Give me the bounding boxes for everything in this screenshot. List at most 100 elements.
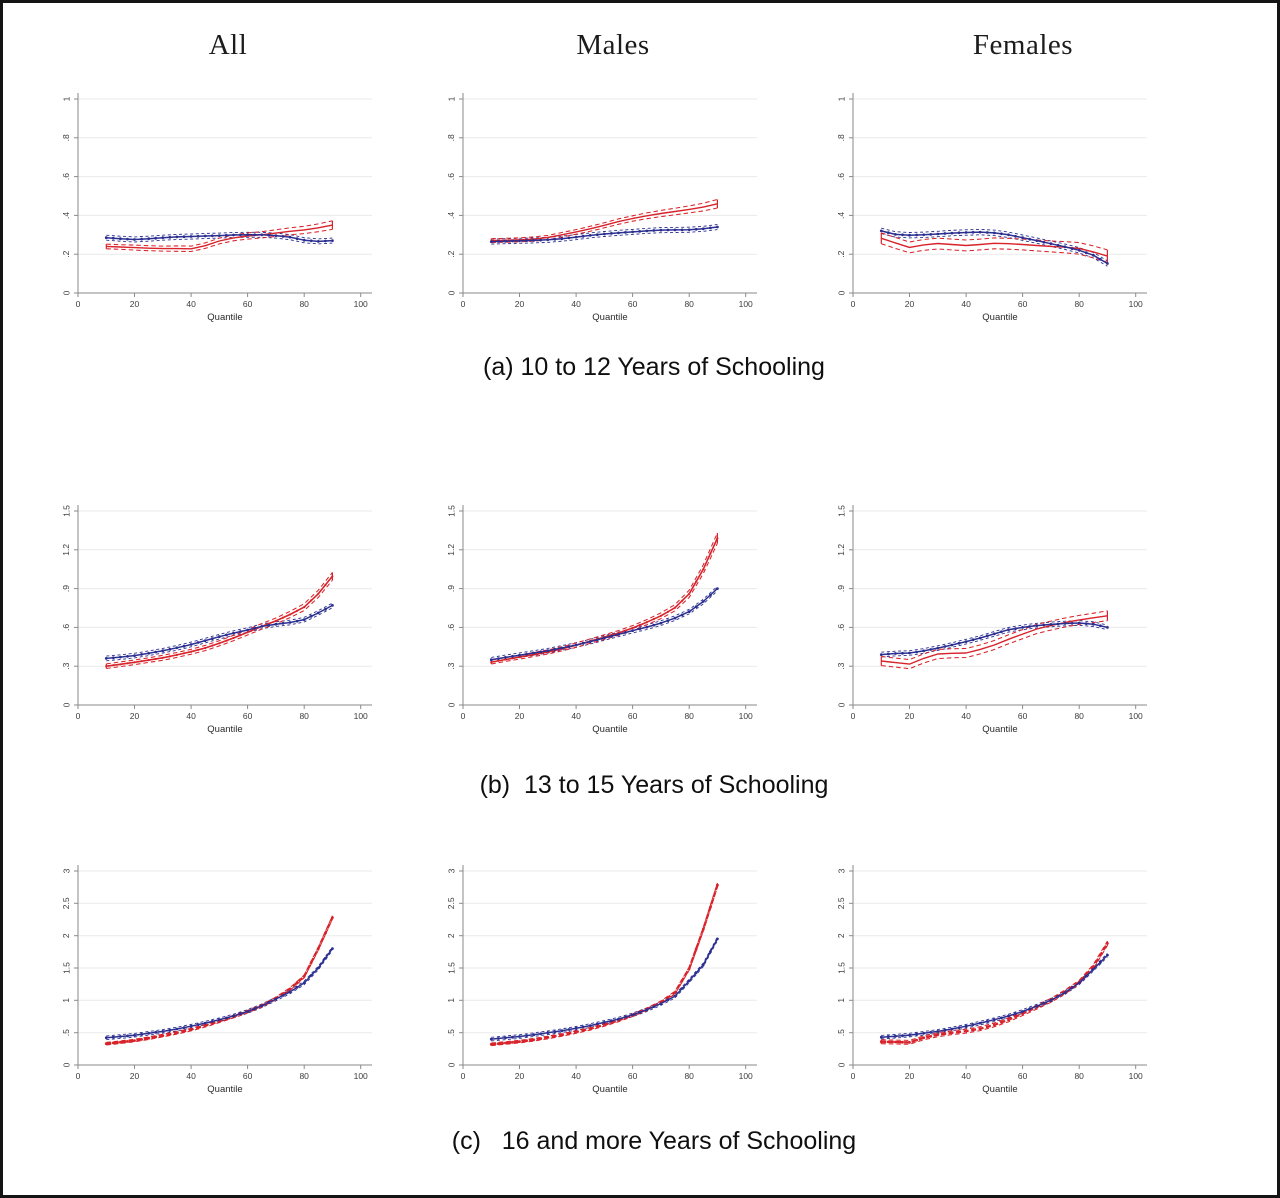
- red-marker: [246, 631, 249, 634]
- red-marker: [140, 660, 143, 663]
- y-tick-label: 2.5: [61, 897, 71, 909]
- blue-marker: [161, 1030, 165, 1033]
- blue-marker: [260, 1004, 264, 1008]
- x-tick-label: 40: [186, 1071, 196, 1081]
- blue-marker: [203, 234, 207, 238]
- x-tick-label: 20: [130, 299, 140, 309]
- y-tick-label: 0: [836, 290, 846, 295]
- blue-marker: [154, 1030, 158, 1034]
- red-upper-ci-line: [881, 232, 1108, 251]
- red-marker: [971, 1028, 975, 1032]
- blue-marker: [175, 235, 179, 239]
- red-marker: [295, 981, 299, 985]
- blue-marker: [929, 1030, 933, 1034]
- red-marker: [197, 648, 200, 651]
- red-marker: [631, 626, 634, 630]
- blue-marker: [922, 233, 926, 237]
- blue-marker: [602, 232, 606, 236]
- x-axis-title: Quantile: [592, 724, 627, 735]
- red-marker: [504, 1041, 507, 1045]
- blue-marker: [560, 237, 564, 241]
- x-tick-label: 60: [243, 299, 253, 309]
- red-marker: [602, 1023, 606, 1027]
- blue-marker: [203, 1021, 207, 1025]
- red-marker: [511, 1040, 514, 1044]
- y-tick-label: .6: [836, 624, 846, 631]
- red-marker: [324, 583, 327, 587]
- x-axis-title: Quantile: [982, 724, 1017, 735]
- blue-marker: [915, 1032, 918, 1036]
- blue-marker: [133, 654, 136, 657]
- red-marker: [1014, 1015, 1017, 1019]
- column-title-males: Males: [576, 29, 650, 61]
- red-marker: [709, 905, 712, 909]
- blue-marker: [133, 1033, 136, 1037]
- y-tick-label: .6: [836, 173, 846, 180]
- blue-marker: [1084, 251, 1088, 255]
- x-tick-label: 80: [1074, 1071, 1084, 1081]
- blue-marker: [673, 616, 677, 620]
- red-marker: [518, 656, 521, 659]
- blue-marker: [331, 947, 334, 950]
- red-marker: [161, 656, 164, 659]
- blue-marker: [253, 1007, 257, 1010]
- blue-marker: [232, 631, 235, 635]
- red-marker: [581, 1029, 585, 1032]
- x-tick-label: 0: [76, 1071, 81, 1081]
- blue-marker: [253, 233, 257, 237]
- red-marker: [196, 1026, 200, 1029]
- red-marker: [218, 642, 221, 645]
- blue-marker: [239, 630, 242, 633]
- red-marker: [978, 1027, 982, 1031]
- blue-ci-line: [491, 590, 718, 663]
- red-marker: [702, 568, 705, 571]
- blue-marker: [985, 1020, 989, 1023]
- blue-marker: [1042, 1001, 1046, 1005]
- blue-marker: [539, 650, 543, 654]
- y-tick-label: .4: [446, 212, 456, 219]
- blue-marker: [879, 229, 883, 233]
- blue-ci-line: [491, 936, 718, 1038]
- blue-marker: [659, 228, 663, 232]
- y-tick-label: .2: [446, 250, 456, 257]
- blue-marker: [964, 640, 968, 643]
- blue-marker: [168, 235, 172, 239]
- chart-svg: 0 .5 1 1.5 2 2.5 3 0 20 40 60 80 100 Quantile: [61, 865, 372, 1095]
- blue-marker: [539, 1032, 543, 1036]
- blue-marker: [104, 657, 108, 660]
- red-marker: [111, 1041, 115, 1045]
- blue-marker: [496, 240, 500, 243]
- red-marker: [288, 987, 292, 991]
- blue-marker: [1056, 995, 1060, 998]
- x-tick-label: 60: [628, 711, 638, 721]
- y-tick-label: 3: [836, 868, 846, 873]
- blue-marker: [232, 233, 235, 237]
- blue-marker: [324, 607, 327, 611]
- y-tick-label: 1.5: [61, 962, 71, 974]
- y-tick-label: 1.2: [61, 544, 71, 556]
- red-marker: [950, 1031, 954, 1035]
- red-marker: [504, 658, 507, 661]
- x-tick-label: 80: [299, 299, 309, 309]
- red-marker: [317, 592, 320, 595]
- blue-marker: [610, 1019, 613, 1023]
- x-axis-title: Quantile: [982, 312, 1017, 323]
- blue-marker: [957, 231, 961, 235]
- red-marker: [659, 614, 662, 617]
- y-tick-label: 1: [61, 998, 71, 1003]
- red-marker: [119, 1040, 122, 1044]
- red-marker: [511, 657, 514, 660]
- x-tick-label: 0: [461, 299, 466, 309]
- blue-marker: [217, 1018, 221, 1022]
- x-tick-label: 80: [1074, 711, 1084, 721]
- blue-marker: [281, 621, 285, 625]
- blue-marker: [253, 626, 257, 630]
- blue-marker: [210, 234, 214, 238]
- red-marker: [553, 1034, 557, 1038]
- red-line: [106, 917, 334, 1045]
- blue-marker: [602, 1021, 606, 1024]
- red-marker: [175, 1031, 179, 1035]
- red-marker: [595, 1025, 599, 1029]
- red-marker: [126, 662, 129, 665]
- y-tick-label: .8: [836, 134, 846, 141]
